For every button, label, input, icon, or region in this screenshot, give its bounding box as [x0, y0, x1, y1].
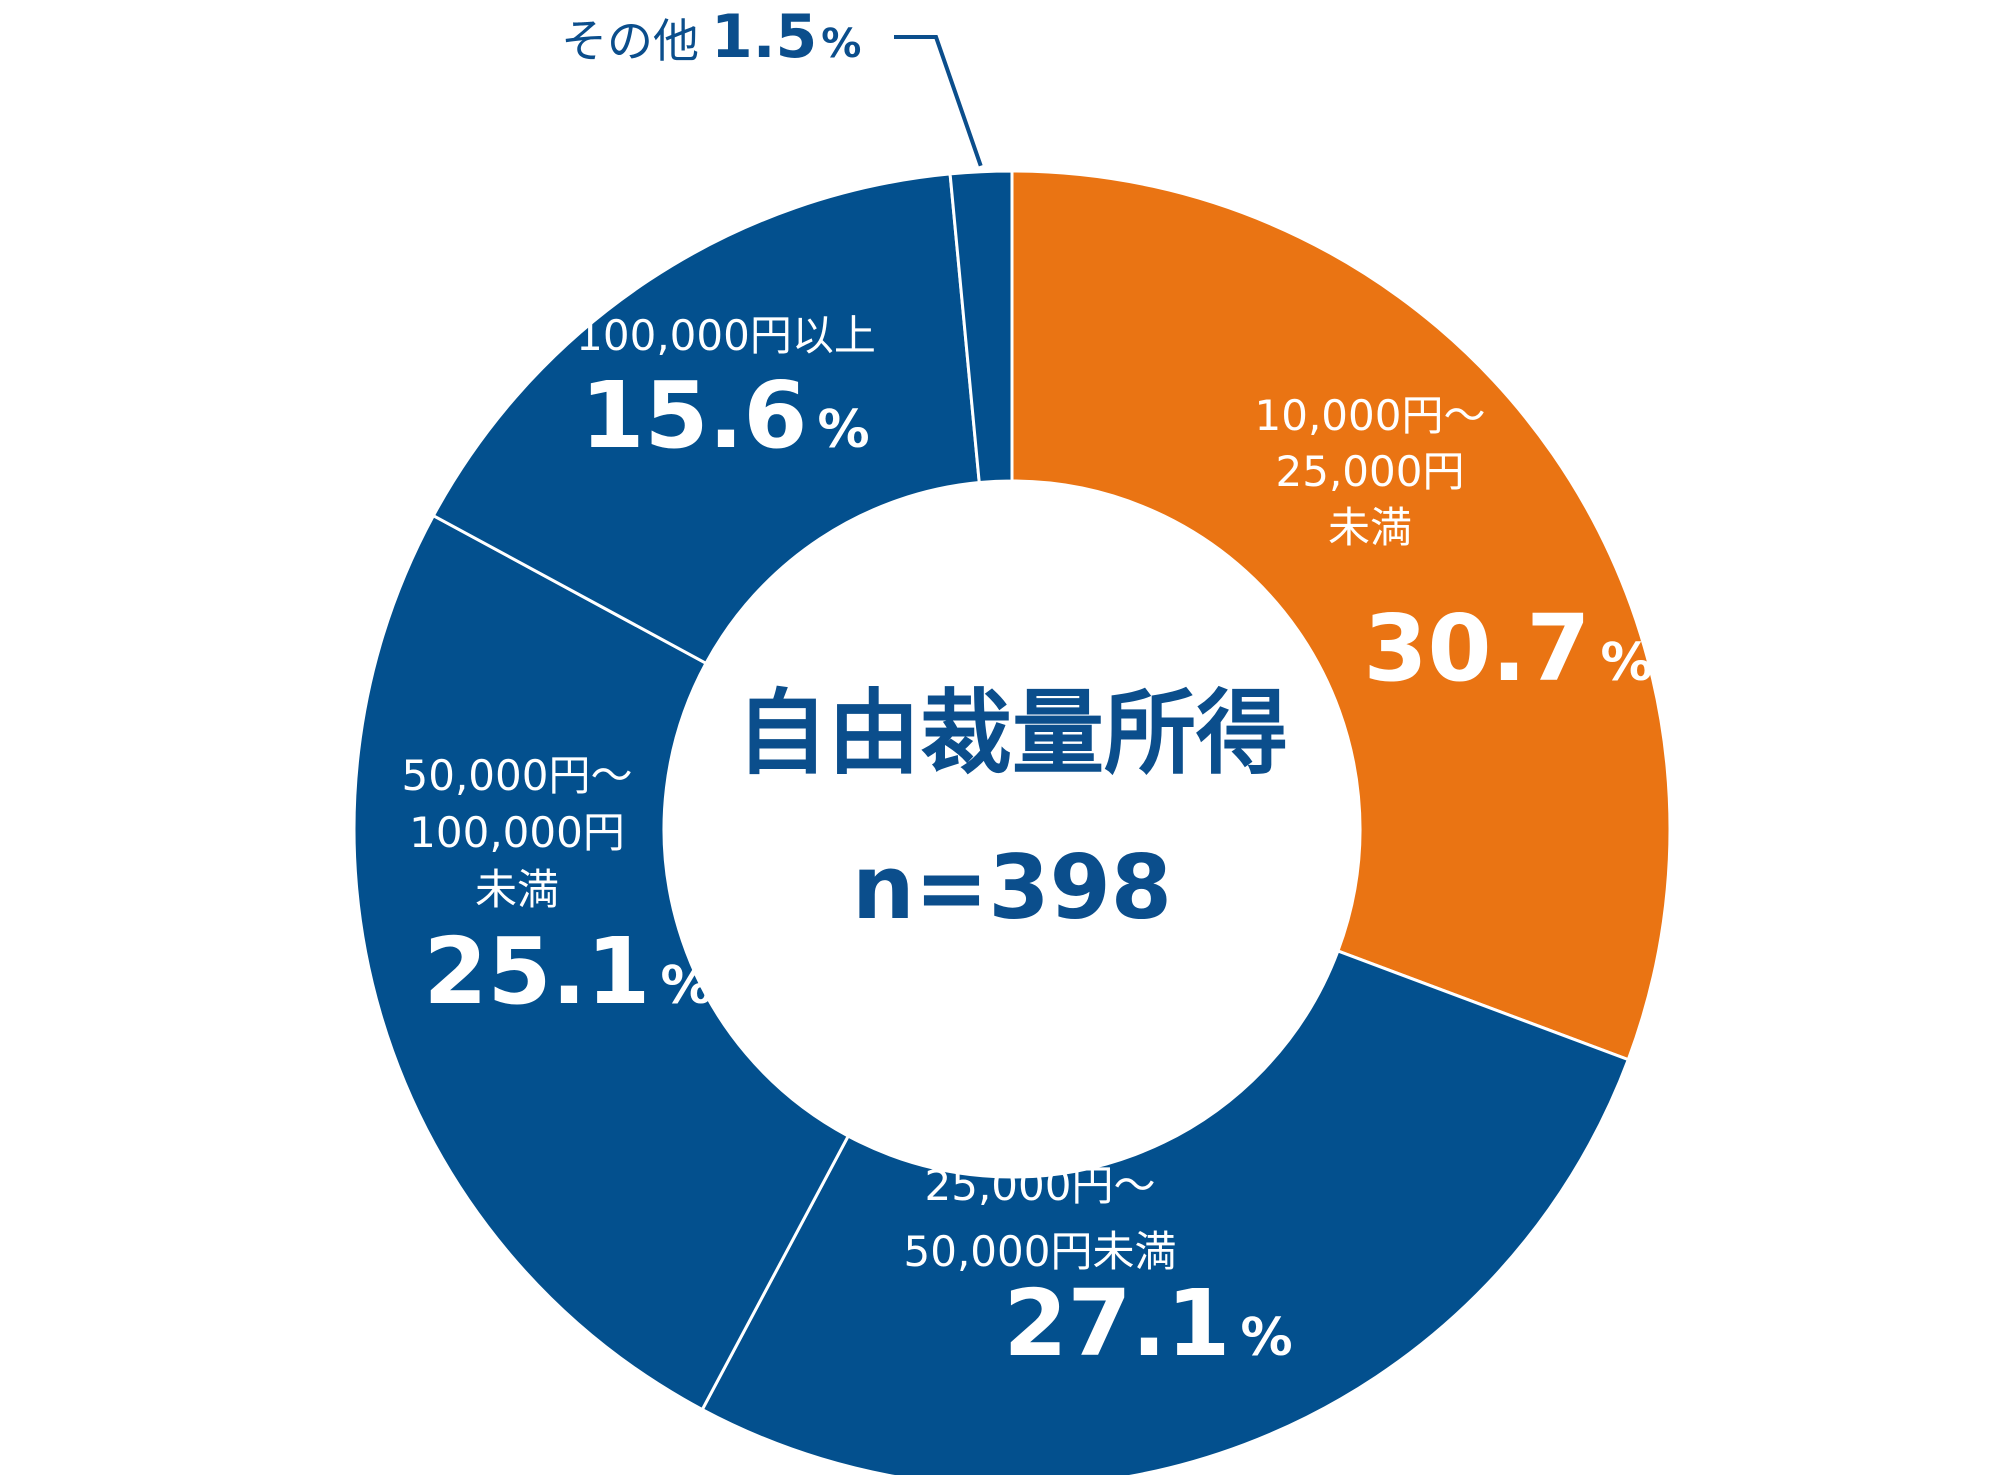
slice-3-category-label-line-1: 50,000円～: [402, 751, 633, 800]
slice-5-label: その他 1.5%: [561, 2, 861, 72]
slice-1-category-label-line-2: 25,000円: [1276, 447, 1465, 496]
slice-1-category-label-line-1: 10,000円～: [1255, 391, 1486, 440]
slice-3-category-label-line-3: 未満: [475, 865, 559, 914]
slice-3-percent-label: 25.1%: [423, 918, 712, 1025]
slice-2-percent-label: 27.1%: [1003, 1270, 1292, 1377]
donut-slice-4: [431, 172, 981, 666]
donut-slice-5: [948, 169, 1014, 485]
slice-2-category-label-line-2: 50,000円未満: [904, 1227, 1177, 1276]
donut-slice-1: [1010, 169, 1672, 1062]
chart-sample-size: n=398: [852, 836, 1172, 939]
slice-1-percent-label: 30.7%: [1363, 595, 1652, 702]
slice-4-percent-label: 15.6%: [580, 362, 869, 469]
donut-slice-2: [700, 949, 1631, 1475]
donut-slice-3: [352, 513, 851, 1412]
slice-1-category-label-line-3: 未満: [1328, 503, 1412, 552]
slice-3-category-label-line-2: 100,000円: [409, 808, 625, 857]
slice-4-category-label-line-1: 100,000円以上: [576, 311, 876, 360]
slice-2-category-label-line-1: 25,000円～: [925, 1161, 1156, 1210]
donut-slices: [352, 169, 1672, 1475]
chart-title: 自由裁量所得: [736, 680, 1288, 787]
slice-5-leader-line: [894, 35, 983, 167]
